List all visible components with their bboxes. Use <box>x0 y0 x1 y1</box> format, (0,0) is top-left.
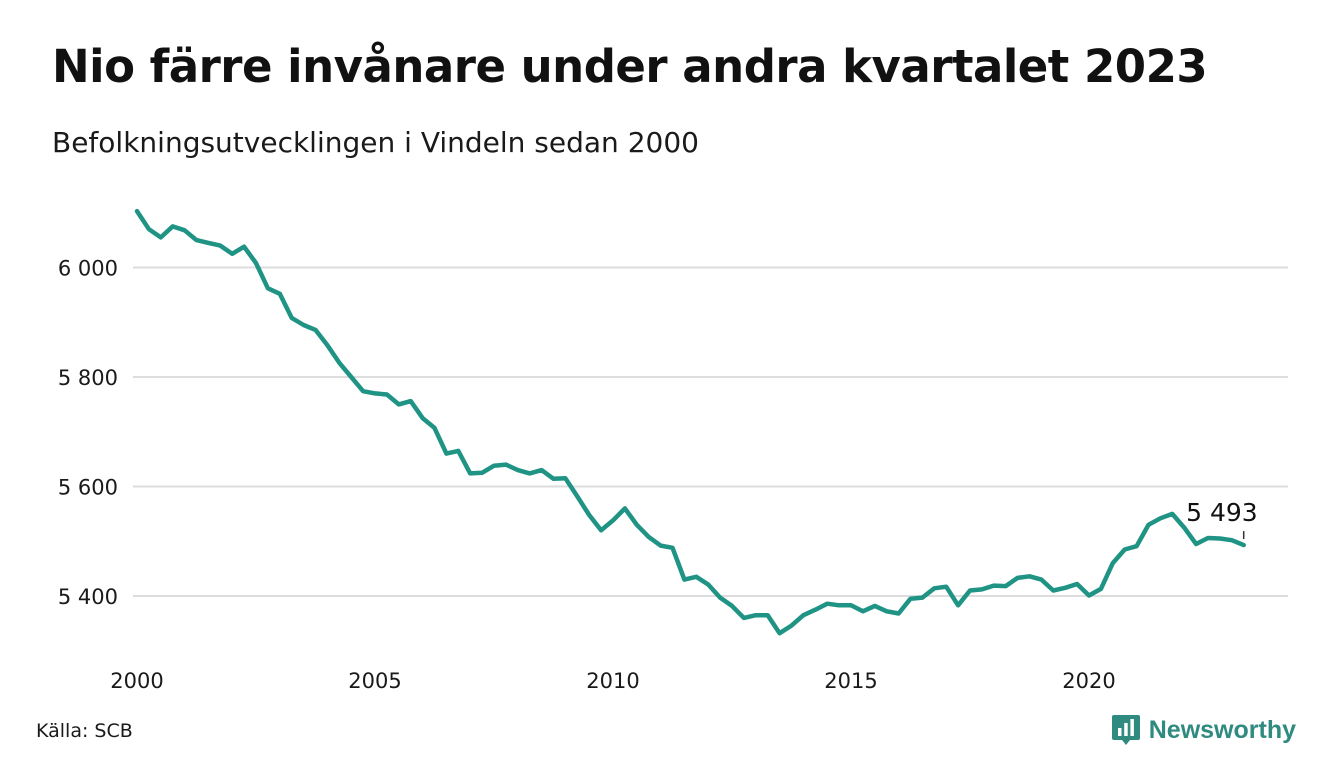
source-note: Källa: SCB <box>36 720 133 742</box>
brand-name: Newsworthy <box>1148 715 1296 744</box>
y-tick-label: 6 000 <box>58 257 118 281</box>
x-tick-label: 2005 <box>348 669 401 693</box>
newsworthy-logo-icon <box>1111 713 1141 747</box>
x-tick-label: 2010 <box>586 669 639 693</box>
y-tick-label: 5 400 <box>58 585 118 609</box>
x-tick-label: 2020 <box>1062 669 1115 693</box>
x-tick-label: 2000 <box>110 669 163 693</box>
chart-title: Nio färre invånare under andra kvartalet… <box>52 40 1208 93</box>
chart-subtitle: Befolkningsutvecklingen i Vindeln sedan … <box>52 126 699 159</box>
brand-logo: Newsworthy <box>1111 713 1296 747</box>
last-value-label: 5 493 <box>1186 498 1258 527</box>
series-line <box>134 208 1246 636</box>
y-tick-label: 5 800 <box>58 366 118 390</box>
y-tick-label: 5 600 <box>58 476 118 500</box>
x-tick-label: 2015 <box>824 669 877 693</box>
